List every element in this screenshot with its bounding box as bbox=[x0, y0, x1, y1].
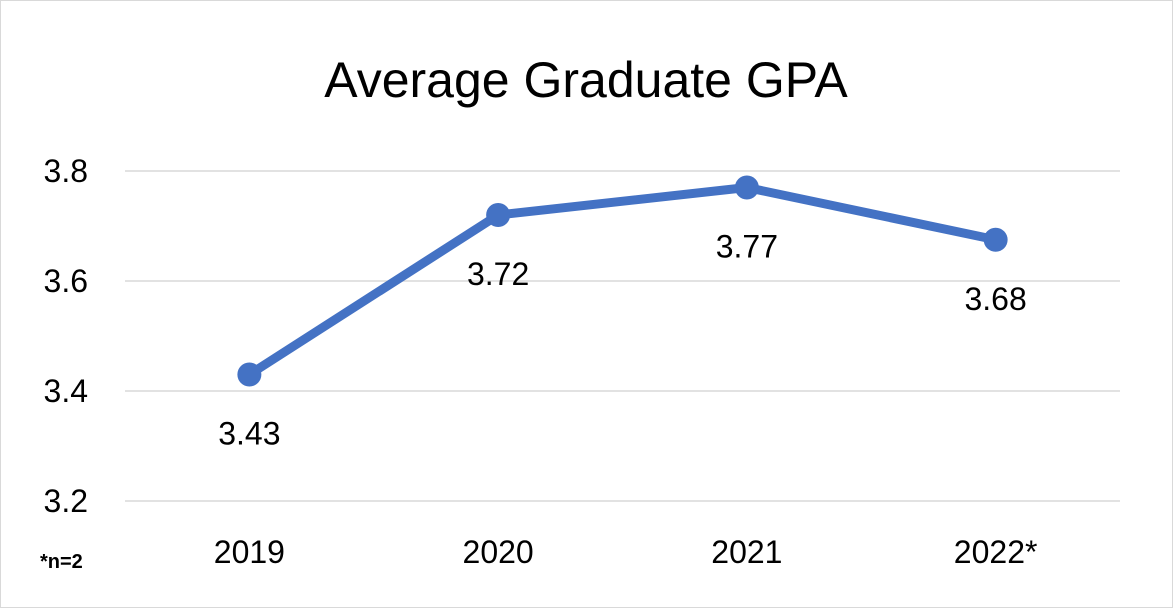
x-tick-label: 2022* bbox=[954, 534, 1038, 570]
data-label: 3.43 bbox=[218, 416, 280, 452]
data-label: 3.72 bbox=[467, 256, 529, 292]
data-label: 3.77 bbox=[716, 229, 778, 265]
footnote: *n=2 bbox=[40, 551, 83, 573]
x-axis-ticks: 2019 2020 2021 2022* bbox=[214, 534, 1038, 570]
x-tick-label: 2020 bbox=[463, 534, 534, 570]
gridlines bbox=[125, 170, 1120, 502]
data-point bbox=[734, 175, 759, 200]
y-tick-label: 3.4 bbox=[44, 373, 88, 409]
series-points bbox=[237, 175, 1008, 387]
series-line bbox=[244, 183, 1001, 379]
y-tick-label: 3.2 bbox=[44, 483, 88, 519]
y-axis-ticks: 3.2 3.4 3.6 3.8 bbox=[44, 153, 88, 519]
x-tick-label: 2021 bbox=[711, 534, 782, 570]
data-point bbox=[486, 203, 511, 227]
chart-title: Average Graduate GPA bbox=[324, 52, 848, 108]
y-tick-label: 3.8 bbox=[44, 153, 88, 189]
data-labels: 3.43 3.72 3.77 3.68 bbox=[218, 229, 1027, 452]
data-label: 3.68 bbox=[964, 281, 1026, 317]
data-point bbox=[983, 227, 1008, 252]
x-tick-label: 2019 bbox=[214, 534, 285, 570]
data-point bbox=[237, 362, 262, 387]
series-line-path bbox=[244, 183, 1001, 379]
y-tick-label: 3.6 bbox=[44, 263, 88, 299]
